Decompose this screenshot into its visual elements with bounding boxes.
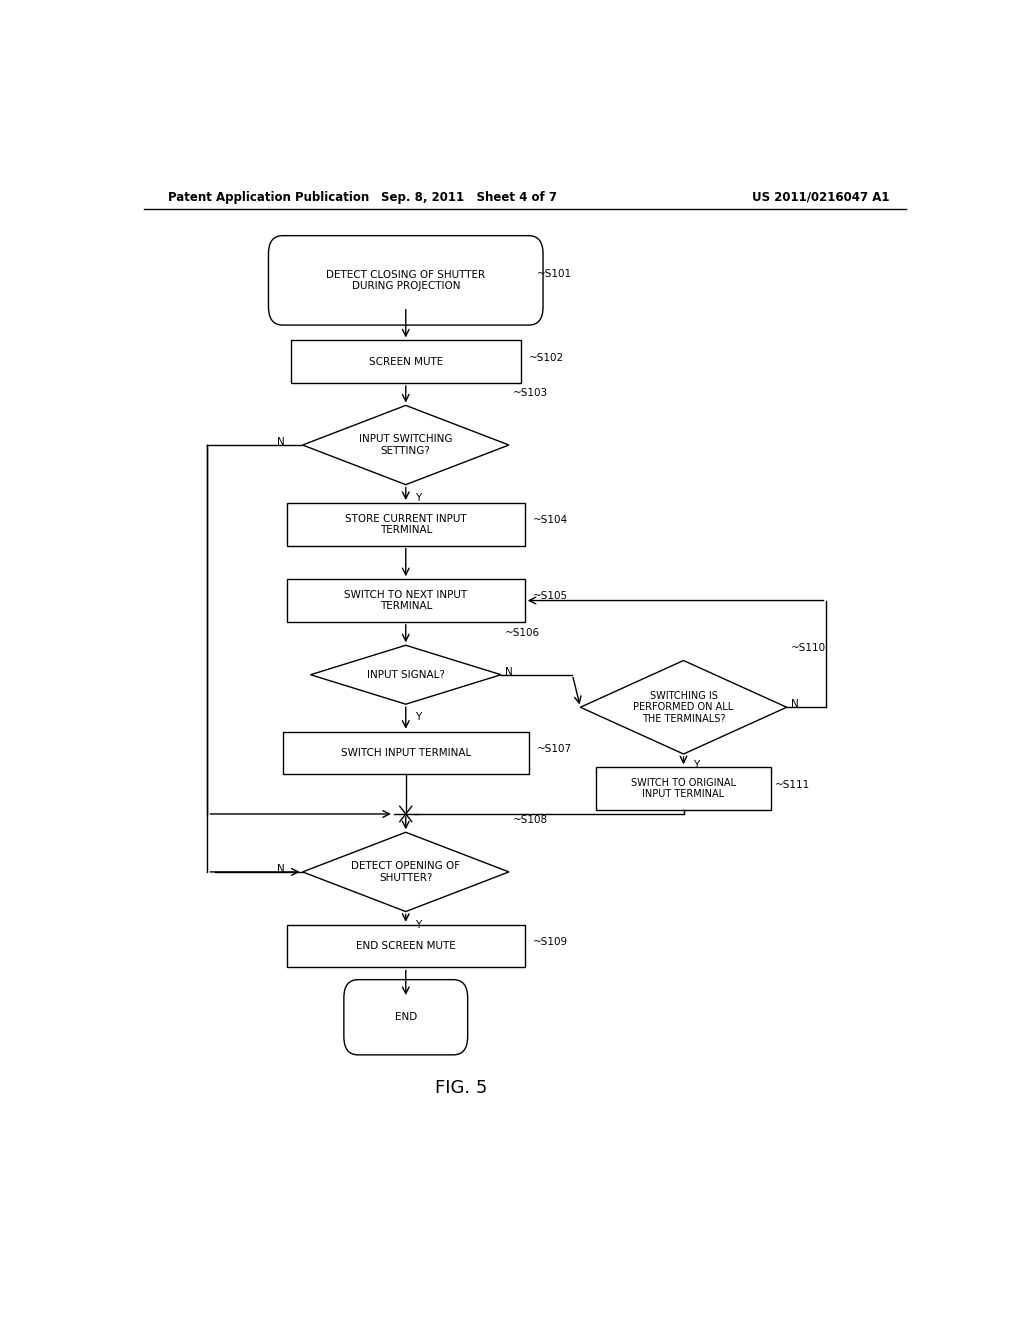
Polygon shape	[303, 405, 509, 484]
Text: SWITCH TO ORIGINAL
INPUT TERMINAL: SWITCH TO ORIGINAL INPUT TERMINAL	[631, 777, 736, 800]
Text: ~S106: ~S106	[505, 628, 540, 638]
Text: SWITCH TO NEXT INPUT
TERMINAL: SWITCH TO NEXT INPUT TERMINAL	[344, 590, 467, 611]
Polygon shape	[310, 645, 501, 704]
Text: Y: Y	[693, 760, 699, 770]
FancyBboxPatch shape	[287, 579, 524, 622]
Text: N: N	[792, 700, 799, 709]
Text: END: END	[394, 1012, 417, 1022]
FancyBboxPatch shape	[268, 236, 543, 325]
Text: Y: Y	[416, 492, 422, 503]
Text: ~S109: ~S109	[532, 937, 568, 946]
Text: Y: Y	[416, 920, 422, 929]
Text: FIG. 5: FIG. 5	[435, 1080, 487, 1097]
Text: SWITCH INPUT TERMINAL: SWITCH INPUT TERMINAL	[341, 748, 471, 758]
Text: ~S107: ~S107	[537, 744, 571, 754]
Text: INPUT SIGNAL?: INPUT SIGNAL?	[367, 669, 444, 680]
Text: DETECT OPENING OF
SHUTTER?: DETECT OPENING OF SHUTTER?	[351, 861, 461, 883]
Polygon shape	[581, 660, 786, 754]
Text: US 2011/0216047 A1: US 2011/0216047 A1	[753, 190, 890, 203]
Text: ~S103: ~S103	[513, 388, 548, 399]
FancyBboxPatch shape	[283, 731, 528, 775]
Polygon shape	[303, 833, 509, 912]
Text: Sep. 8, 2011   Sheet 4 of 7: Sep. 8, 2011 Sheet 4 of 7	[381, 190, 557, 203]
FancyBboxPatch shape	[596, 767, 771, 810]
Text: ~S105: ~S105	[532, 591, 568, 602]
FancyBboxPatch shape	[344, 979, 468, 1055]
Text: ~S110: ~S110	[791, 643, 825, 653]
Text: N: N	[278, 437, 285, 447]
Text: STORE CURRENT INPUT
TERMINAL: STORE CURRENT INPUT TERMINAL	[345, 513, 467, 535]
Text: ~S111: ~S111	[775, 780, 810, 789]
Text: Patent Application Publication: Patent Application Publication	[168, 190, 369, 203]
Text: DETECT CLOSING OF SHUTTER
DURING PROJECTION: DETECT CLOSING OF SHUTTER DURING PROJECT…	[327, 269, 485, 292]
Text: Y: Y	[416, 713, 422, 722]
FancyBboxPatch shape	[287, 503, 524, 545]
Text: ~S108: ~S108	[513, 814, 548, 825]
Text: N: N	[278, 863, 285, 874]
FancyBboxPatch shape	[291, 341, 521, 383]
Text: SCREEN MUTE: SCREEN MUTE	[369, 356, 443, 367]
Text: END SCREEN MUTE: END SCREEN MUTE	[356, 941, 456, 952]
Text: SWITCHING IS
PERFORMED ON ALL
THE TERMINALS?: SWITCHING IS PERFORMED ON ALL THE TERMIN…	[634, 690, 733, 723]
Text: ~S102: ~S102	[528, 352, 564, 363]
Text: ~S101: ~S101	[537, 269, 571, 280]
Text: ~S104: ~S104	[532, 515, 568, 525]
Text: INPUT SWITCHING
SETTING?: INPUT SWITCHING SETTING?	[359, 434, 453, 455]
Text: N: N	[505, 667, 513, 677]
FancyBboxPatch shape	[287, 925, 524, 968]
